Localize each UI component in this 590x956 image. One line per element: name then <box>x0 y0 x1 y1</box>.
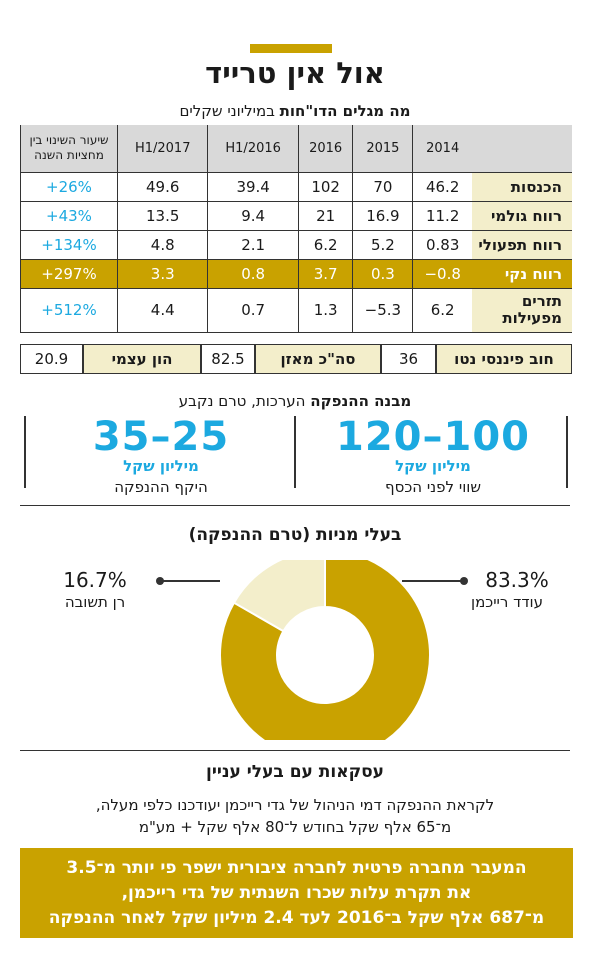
footer-line2: את תקרת עלות שכרו השנתית של גדי רייכמן, <box>121 883 472 903</box>
footer-callout: המעבר מחברה פרטית לחברה ציבורית ישפר פי … <box>20 848 573 938</box>
value-cell: −0.8 <box>412 259 472 289</box>
leader-line-left <box>160 580 220 582</box>
financials-table: שיעור השינוי בין מחציות השנה H1/2017 H1/… <box>20 125 572 333</box>
table-header-row: שיעור השינוי בין מחציות השנה H1/2017 H1/… <box>20 125 572 173</box>
value-cell: 2.1 <box>207 230 299 260</box>
right-divider <box>566 416 568 488</box>
column-header: 2016 <box>297 125 353 173</box>
total-balance-value: 82.5 <box>201 344 255 374</box>
change-header-line1: שיעור השינוי בין <box>29 133 109 148</box>
change-cell: +512% <box>20 288 118 333</box>
value-cell: 0.8 <box>207 259 299 289</box>
value-cell: 6.2 <box>297 230 353 260</box>
structure-title: מבנה ההנפקה הערכות, טרם נקבע <box>0 392 590 410</box>
transactions-title: עסקאות עם בעלי עניין <box>206 762 384 782</box>
slice-name-label: רן תשובה <box>64 593 126 611</box>
row-label: רווח נקי <box>472 259 572 289</box>
table-row: +512% 4.4 0.7 1.3 −5.3 6.2 תזרים מפעילות <box>20 288 572 333</box>
transactions-text-line1: לקראת ההנפקה דמי הניהול של גדי רייכמן יע… <box>95 796 495 814</box>
value-cell: 49.6 <box>116 172 208 202</box>
slice-name-label: עודד רייכמן <box>470 593 543 611</box>
section-divider <box>20 505 570 506</box>
value-cell: 46.2 <box>412 172 472 202</box>
value-cell: 102 <box>297 172 353 202</box>
label-header <box>472 125 572 173</box>
table-row: +26% 49.6 39.4 102 70 46.2 הכנסות <box>20 172 572 202</box>
change-cell: +297% <box>20 259 118 289</box>
structure-title-normal: הערכות, טרם נקבע <box>178 392 306 410</box>
structure-title-bold: מבנה ההנפקה <box>310 392 412 410</box>
subtitle-normal: במיליוני שקלים <box>179 102 275 120</box>
pre-money-unit: מיליון שקל <box>395 457 471 475</box>
value-cell: 70 <box>352 172 413 202</box>
value-cell: 3.3 <box>116 259 208 289</box>
value-cell: 39.4 <box>207 172 299 202</box>
value-cell: 21 <box>297 201 353 231</box>
row-label-line1: תזרים <box>521 292 562 310</box>
value-cell: 5.2 <box>352 230 413 260</box>
value-cell: 1.3 <box>297 288 353 333</box>
column-header: 2015 <box>352 125 413 173</box>
page-title: אול אין טרייד <box>205 56 385 90</box>
footer-line3: מ־687 אלף שקל ב־2016 לעד 2.4 מיליון שקל … <box>48 908 545 928</box>
page-subtitle: מה מגלים הדו"חות במיליוני שקלים <box>0 102 590 120</box>
value-cell: 0.83 <box>412 230 472 260</box>
value-cell: 6.2 <box>412 288 472 333</box>
donut-slice-0 <box>219 560 431 740</box>
offering-size-range: 35–25 <box>92 414 230 460</box>
pre-money-range: 120–100 <box>336 414 530 460</box>
table-row: +43% 13.5 9.4 21 16.9 11.2 רווח גולמי <box>20 201 572 231</box>
value-cell: 4.8 <box>116 230 208 260</box>
table-row: +134% 4.8 2.1 6.2 5.2 0.83 רווח תפעולי <box>20 230 572 260</box>
value-cell: 9.4 <box>207 201 299 231</box>
column-header: H1/2016 <box>207 125 299 173</box>
leader-dot-left <box>156 577 164 585</box>
row-label: הכנסות <box>472 172 572 202</box>
section-divider <box>20 750 570 751</box>
ownership-donut-chart <box>219 560 431 740</box>
change-header: שיעור השינוי בין מחציות השנה <box>20 125 118 173</box>
offering-size-label: היקף ההנפקה <box>114 478 208 496</box>
value-cell: 16.9 <box>352 201 413 231</box>
value-cell: 13.5 <box>116 201 208 231</box>
column-header: H1/2017 <box>116 125 208 173</box>
table-row-highlight: +297% 3.3 0.8 3.7 0.3 −0.8 רווח נקי <box>20 259 572 289</box>
leader-line-right <box>402 580 462 582</box>
owners-title: בעלי מניות (טרם ההנפקה) <box>188 525 402 545</box>
value-cell: 4.4 <box>116 288 208 333</box>
footer-line1: המעבר מחברה פרטית לחברה ציבורית ישפר פי … <box>66 858 527 878</box>
equity-value: 20.9 <box>20 344 83 374</box>
row-label: תזרים מפעילות <box>472 288 572 333</box>
column-header: 2014 <box>412 125 472 173</box>
net-debt-label: חוב פיננסי נטו <box>436 344 572 374</box>
balance-row: 20.9 הון עצמי 82.5 סה"כ מאזן 36 חוב פיננ… <box>20 344 572 374</box>
donut-slice-1 <box>232 560 326 633</box>
slice-value-label: 16.7% <box>63 568 127 592</box>
value-cell: 11.2 <box>412 201 472 231</box>
title-accent-bar <box>250 44 332 53</box>
row-label: רווח גולמי <box>472 201 572 231</box>
value-cell: 0.3 <box>352 259 413 289</box>
pre-money-label: שווי לפני הכסף <box>384 478 481 496</box>
equity-label: הון עצמי <box>83 344 201 374</box>
total-balance-label: סה"כ מאזן <box>255 344 381 374</box>
change-cell: +43% <box>20 201 118 231</box>
subtitle-bold: מה מגלים הדו"חות <box>279 102 411 120</box>
row-label-line2: מפעילות <box>502 309 562 327</box>
change-cell: +26% <box>20 172 118 202</box>
transactions-text-line2: מ־65 אלף שקל בחודש ל־80 אלף שקל + מע"מ <box>138 818 452 836</box>
center-divider <box>294 416 296 488</box>
row-label: רווח תפעולי <box>472 230 572 260</box>
change-cell: +134% <box>20 230 118 260</box>
value-cell: 0.7 <box>207 288 299 333</box>
slice-value-label: 83.3% <box>485 568 549 592</box>
change-header-line2: מחציות השנה <box>34 148 104 163</box>
leader-dot-right <box>460 577 468 585</box>
net-debt-value: 36 <box>381 344 436 374</box>
left-divider <box>24 416 26 488</box>
offering-size-unit: מיליון שקל <box>123 457 199 475</box>
value-cell: 3.7 <box>297 259 353 289</box>
value-cell: −5.3 <box>352 288 413 333</box>
